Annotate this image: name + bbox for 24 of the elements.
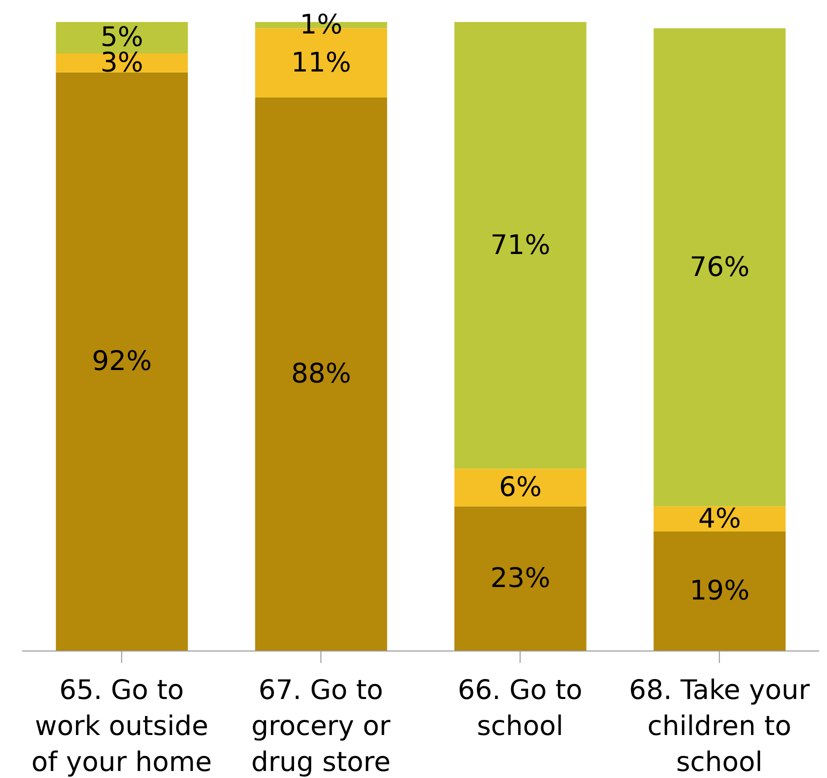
data-label: 3%	[100, 47, 144, 78]
x-tick-label: 66. Go to school	[458, 675, 582, 742]
data-label: 19%	[690, 576, 750, 607]
x-tick-label: 65. Go to work outside of your home	[31, 675, 212, 778]
bar	[255, 97, 388, 651]
data-label: 88%	[291, 358, 352, 390]
bar	[56, 53, 188, 72]
data-label: 23%	[490, 563, 550, 594]
data-label: 11%	[291, 47, 352, 78]
bar	[454, 468, 586, 506]
data-label: 4%	[698, 503, 742, 534]
data-label: 6%	[498, 472, 542, 503]
x-tick-label: 68. Take your children to school	[629, 675, 811, 778]
bar	[654, 506, 786, 532]
bar	[56, 72, 188, 651]
bar	[654, 531, 786, 651]
data-label: 92%	[92, 346, 152, 378]
bar	[654, 28, 786, 506]
bar	[56, 22, 188, 54]
bar	[454, 22, 586, 469]
data-label: 76%	[690, 252, 750, 283]
x-tick-label: 67. Go to grocery or drug store	[251, 675, 392, 778]
bar	[454, 506, 586, 651]
data-label: 71%	[490, 230, 550, 261]
